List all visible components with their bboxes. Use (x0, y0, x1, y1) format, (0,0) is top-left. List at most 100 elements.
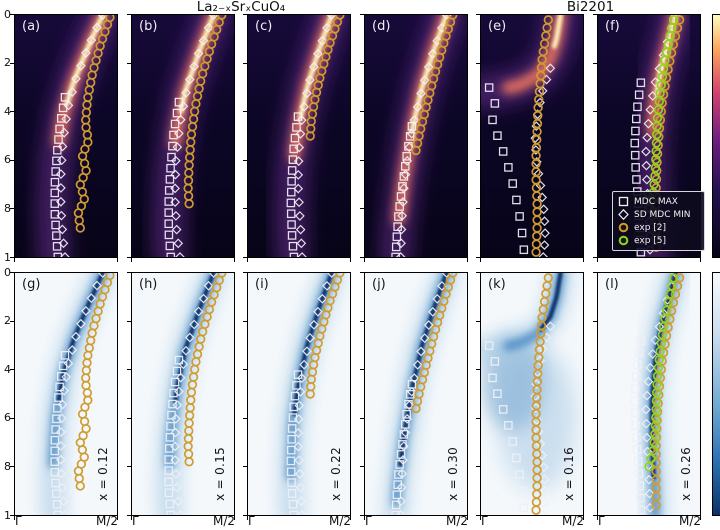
y-tick-mark (10, 515, 14, 516)
x-tick-mark (364, 516, 365, 520)
y-tick-mark (360, 272, 364, 273)
y-tick-mark (243, 466, 247, 468)
x-tick-mark (597, 516, 598, 520)
x-tick-mark (247, 516, 248, 520)
x-tick-mark (247, 258, 248, 262)
y-tick-mark (10, 159, 14, 161)
y-tick-label: 4 (4, 362, 11, 376)
x-tick-mark (117, 258, 118, 262)
y-tick-mark (593, 417, 597, 419)
x-tick-mark (131, 258, 132, 262)
y-tick-mark (127, 14, 131, 15)
y-tick-mark (243, 208, 247, 210)
panel-letter: (e) (488, 19, 507, 34)
y-tick-label: 1 (4, 508, 11, 522)
title-bi2201: Bi2201 (566, 0, 615, 15)
y-tick-mark (10, 466, 14, 468)
y-tick-mark (360, 369, 364, 371)
y-tick-label: 8 (4, 201, 11, 215)
colorbar-top-magma (712, 14, 720, 258)
y-tick-mark (10, 417, 14, 419)
x-tick-mark (700, 516, 701, 520)
y-tick-mark (127, 111, 131, 113)
legend: MDC MAX SD MDC MIN exp [2] exp [5] (612, 191, 705, 251)
y-tick-mark (476, 159, 480, 161)
doping-label: x = 0.15 (213, 447, 227, 501)
spectral-heatmap-blues (278, 273, 345, 515)
doping-label: x = 0.30 (446, 447, 460, 501)
y-tick-mark (127, 320, 131, 322)
panel-letter: (i) (255, 277, 269, 292)
doping-label: x = 0.12 (96, 447, 110, 501)
x-tick-mark (700, 258, 701, 262)
legend-label: MDC MAX (634, 196, 678, 207)
x-tick-label-gamma: Γ (365, 514, 372, 528)
y-tick-mark (243, 515, 247, 516)
legend-item-exp2: exp [2] (618, 221, 700, 234)
spectral-heatmap-magma (481, 15, 578, 257)
y-tick-label: 8 (4, 459, 11, 473)
y-tick-mark (127, 208, 131, 210)
y-tick-mark (127, 62, 131, 64)
x-tick-mark (480, 516, 481, 520)
panel-letter: (c) (255, 19, 273, 34)
y-tick-mark (593, 62, 597, 64)
y-tick-label: 0 (4, 7, 11, 21)
y-tick-mark (127, 417, 131, 419)
legend-item-mdc-max: MDC MAX (618, 195, 700, 208)
spectral-heatmap-blues (630, 273, 689, 515)
y-tick-mark (360, 257, 364, 258)
y-tick-mark (593, 111, 597, 113)
y-tick-mark (10, 257, 14, 258)
y-tick-mark (10, 62, 14, 64)
y-tick-mark (476, 515, 480, 516)
y-tick-mark (243, 257, 247, 258)
y-tick-label: 1 (4, 250, 11, 264)
x-tick-mark (234, 258, 235, 262)
panel-letter: (k) (488, 277, 506, 292)
spectral-heatmap-magma (274, 15, 349, 257)
y-tick-mark (360, 111, 364, 113)
y-tick-mark (593, 257, 597, 258)
y-tick-mark (476, 111, 480, 113)
y-tick-mark (243, 272, 247, 273)
y-tick-mark (360, 14, 364, 15)
x-tick-mark (234, 516, 235, 520)
x-tick-label-m2: M/2 (328, 514, 351, 528)
legend-item-exp5: exp [5] (618, 234, 700, 247)
y-tick-mark (127, 159, 131, 161)
y-tick-mark (476, 257, 480, 258)
spectral-heatmap-magma (152, 15, 231, 257)
y-tick-mark (10, 14, 14, 15)
exp5-circle-icon (618, 235, 629, 246)
doping-label: x = 0.16 (562, 447, 576, 501)
doping-label: x = 0.22 (329, 447, 343, 501)
y-tick-mark (593, 159, 597, 161)
x-tick-label-gamma: Γ (132, 514, 139, 528)
y-tick-mark (360, 417, 364, 419)
x-tick-mark (480, 258, 481, 262)
y-tick-label: 2 (4, 314, 11, 328)
y-tick-mark (360, 320, 364, 322)
y-tick-mark (127, 272, 131, 273)
panel-letter: (h) (139, 277, 158, 292)
y-tick-mark (243, 111, 247, 113)
spectral-heatmap-blues (382, 273, 460, 515)
y-tick-mark (127, 257, 131, 258)
colorbar-bottom-blues (712, 272, 720, 516)
y-tick-mark (243, 417, 247, 419)
x-tick-mark (131, 516, 132, 520)
y-tick-label: 4 (4, 104, 11, 118)
panel-letter: (f) (605, 19, 620, 34)
y-tick-label: 0 (4, 265, 11, 279)
panel-g: (g) x = 0.12 (14, 272, 118, 516)
spectral-heatmap-blues (40, 273, 116, 515)
x-tick-mark (364, 258, 365, 262)
y-tick-mark (127, 369, 131, 371)
panel-j: (j) x = 0.30 (364, 272, 468, 516)
y-tick-mark (476, 208, 480, 210)
x-tick-label-gamma: Γ (15, 514, 22, 528)
x-tick-label-m2: M/2 (678, 514, 701, 528)
x-tick-label-gamma: Γ (598, 514, 605, 528)
